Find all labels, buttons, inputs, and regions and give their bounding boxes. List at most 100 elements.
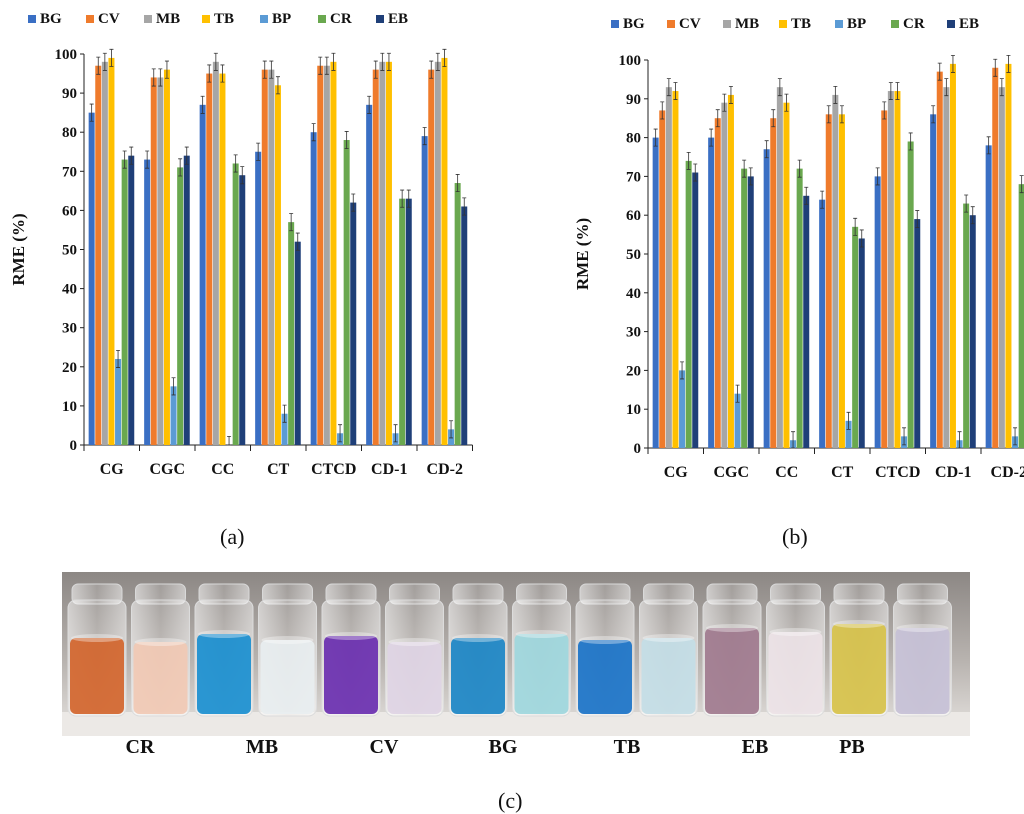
error-bar (220, 64, 225, 83)
bar-a-ctcd-cr (343, 140, 350, 445)
category-label-cgc: CGC (713, 464, 749, 481)
bar-a-ctcd-mb (323, 65, 330, 445)
error-bar (184, 146, 189, 165)
error-bar (145, 150, 150, 169)
bar-b-ctcd-cr (907, 141, 914, 449)
photo-label-bg: BG (488, 736, 518, 758)
vial-meniscus (134, 638, 187, 646)
bar-a-cd-1-mb (379, 61, 386, 445)
bar-a-ctcd-bg (310, 132, 317, 445)
bar-b-cg-tb (672, 91, 679, 448)
error-bar (102, 52, 107, 71)
error-bar (653, 128, 658, 147)
y-tick-label: 0 (634, 441, 642, 457)
error-bar (993, 58, 998, 77)
error-bar (462, 197, 467, 216)
bar-b-cc-mb (776, 87, 783, 448)
category-label-ctcd: CTCD (311, 461, 356, 478)
bar-b-cg-eb (692, 172, 699, 448)
chart-b: BG CV MB TB BP CR EB 0 10 20 30 40 50 60 70 80 90 100 RME … (573, 16, 1024, 481)
category-label-ct: CT (267, 461, 290, 478)
y-tick-label: 10 (626, 402, 641, 418)
error-bar (957, 431, 962, 449)
bar-a-cg-mb (101, 61, 108, 445)
y-tick-label: 60 (626, 208, 641, 224)
error-bar (784, 93, 789, 112)
error-bar (771, 109, 776, 128)
vial-liquid (895, 628, 950, 714)
error-bar (129, 146, 134, 165)
bar-b-ctcd-bg (874, 176, 881, 448)
vial-meniscus (388, 638, 441, 646)
error-bar (151, 68, 156, 87)
bar-a-cd-2-cv (428, 69, 435, 445)
bar-b-ctcd-eb (914, 219, 921, 448)
bar-a-cg-tb (108, 57, 115, 445)
bar-a-cc-cr (232, 163, 239, 446)
error-bar (344, 131, 349, 150)
y-tick-label: 20 (626, 363, 641, 379)
error-bar (213, 52, 218, 71)
legend-swatch-bp (835, 20, 843, 28)
error-bar (895, 82, 900, 100)
bar-b-cc-bg (763, 149, 770, 449)
legend-swatch-cr (318, 15, 326, 23)
error-bar (715, 109, 720, 128)
legend-label-mb: MB (735, 16, 759, 32)
bar-a-cgc-mb (157, 77, 164, 446)
error-bar (791, 431, 796, 449)
bar-b-ct-tb (838, 114, 845, 448)
error-bar (902, 427, 907, 446)
error-bar (728, 85, 733, 104)
bar-a-cd-1-cr (399, 198, 406, 445)
vial-liquid (768, 632, 823, 714)
bar-b-cc-cr (796, 168, 803, 448)
bar-a-cd-1-bg (366, 104, 373, 445)
vial-liquid (705, 628, 759, 714)
bar-b-ctcd-mb (887, 91, 894, 448)
bar-a-cc-eb (239, 175, 246, 445)
error-bar (158, 68, 163, 87)
bar-b-cg-mb (665, 87, 672, 448)
error-bar (1013, 427, 1018, 446)
error-bar (442, 48, 447, 67)
vial-meniscus (896, 624, 949, 632)
bar-b-cd-2-mb (998, 87, 1005, 448)
legend-label-cv: CV (679, 16, 701, 32)
bar-b-cg-cr (685, 160, 692, 448)
bar-a-cc-tb (219, 73, 226, 446)
bar-b-ctcd-tb (894, 91, 901, 448)
y-tick-label: 20 (62, 360, 77, 376)
error-bar (804, 186, 809, 205)
y-tick-label: 60 (62, 203, 77, 219)
y-tick-label: 70 (62, 164, 77, 180)
error-bar (722, 93, 727, 112)
bar-a-ct-mb (268, 69, 275, 445)
bar-b-ct-eb (858, 238, 865, 448)
vial-meniscus (198, 630, 250, 638)
legend-label-eb: EB (959, 16, 979, 32)
error-bar (122, 150, 127, 169)
legend-swatch-eb (376, 15, 384, 23)
vial-liquid (387, 642, 442, 714)
category-label-cd-2: CD-2 (991, 464, 1024, 481)
error-bar (908, 132, 913, 151)
legend-label-cr: CR (903, 16, 925, 32)
bar-a-cg-eb (128, 155, 135, 445)
bar-a-ct-cv (261, 69, 268, 445)
error-bar (853, 217, 858, 236)
error-bar (937, 62, 942, 81)
legend-swatch-bg (28, 15, 36, 23)
vial-meniscus (261, 636, 314, 644)
bar-b-cc-eb (803, 195, 810, 448)
category-label-cc: CC (775, 464, 798, 481)
y-tick-label: 80 (62, 125, 77, 141)
vial-meniscus (706, 624, 758, 632)
error-bar (735, 384, 740, 403)
bar-a-cd-2-tb (441, 57, 448, 445)
bar-a-ct-bp (281, 413, 288, 445)
y-tick-label: 90 (62, 86, 77, 102)
category-label-cgc: CGC (149, 461, 185, 478)
error-bar (859, 229, 864, 248)
bar-a-cgc-cr (177, 167, 184, 445)
